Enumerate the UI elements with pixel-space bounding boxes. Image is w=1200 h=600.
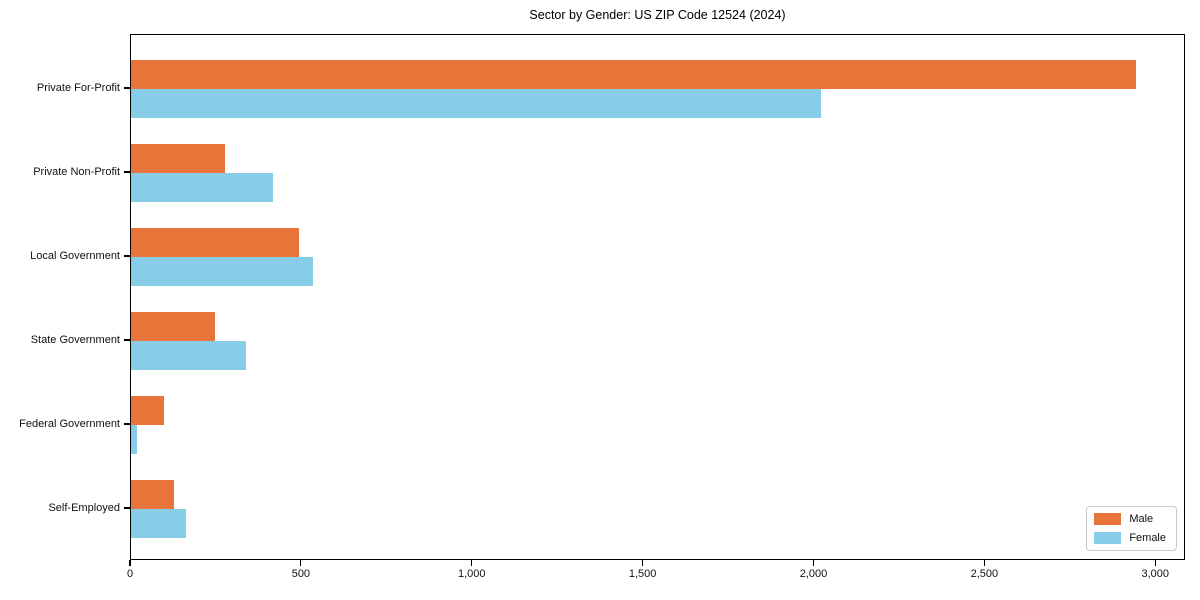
y-tick-mark [124, 255, 130, 257]
y-tick-mark [124, 423, 130, 425]
x-tick-mark [300, 560, 302, 566]
bar-male-private-non-profit [131, 144, 225, 173]
bar-male-state-government [131, 312, 215, 341]
bar-female-self-employed [131, 509, 186, 538]
y-tick-mark [124, 339, 130, 341]
y-tick-mark [124, 171, 130, 173]
bar-male-local-government [131, 228, 299, 257]
bar-female-local-government [131, 257, 314, 286]
bar-female-private-non-profit [131, 173, 273, 202]
legend: Male Female [1086, 506, 1177, 551]
bar-male-federal-government [131, 396, 164, 425]
legend-swatch-male [1094, 513, 1122, 525]
y-tick-label-private-non-profit: Private Non-Profit [33, 165, 120, 178]
bar-female-federal-government [131, 425, 138, 454]
bar-female-private-for-profit [131, 89, 822, 118]
bar-female-state-government [131, 341, 246, 370]
legend-swatch-female [1094, 532, 1122, 544]
x-tick-mark [983, 560, 985, 566]
x-tick-label-1000: 1,000 [457, 568, 486, 580]
x-tick-mark [129, 560, 131, 566]
x-tick-label-500: 500 [291, 568, 311, 580]
y-tick-label-self-employed: Self-Employed [48, 501, 120, 514]
x-tick-label-0: 0 [126, 568, 134, 580]
x-tick-mark [642, 560, 644, 566]
bar-male-private-for-profit [131, 60, 1136, 89]
legend-item-male: Male [1094, 513, 1166, 525]
x-tick-label-1500: 1,500 [628, 568, 657, 580]
y-tick-label-federal-government: Federal Government [19, 417, 120, 430]
x-tick-label-2000: 2,000 [799, 568, 828, 580]
x-tick-label-2500: 2,500 [970, 568, 999, 580]
y-tick-label-private-for-profit: Private For-Profit [36, 81, 120, 94]
x-tick-label-3000: 3,000 [1141, 568, 1170, 580]
y-tick-mark [124, 87, 130, 89]
legend-label-male: Male [1129, 513, 1154, 525]
y-tick-label-state-government: State Government [30, 333, 120, 346]
chart-title: Sector by Gender: US ZIP Code 12524 (202… [529, 8, 786, 22]
legend-item-female: Female [1094, 532, 1166, 544]
legend-label-female: Female [1129, 532, 1166, 544]
x-tick-mark [471, 560, 473, 566]
bar-male-self-employed [131, 480, 174, 509]
x-tick-mark [812, 560, 815, 566]
x-tick-mark [1154, 560, 1156, 566]
plot-area: Male Female [130, 34, 1185, 560]
y-tick-label-local-government: Local Government [30, 249, 120, 262]
y-tick-mark [124, 507, 130, 509]
